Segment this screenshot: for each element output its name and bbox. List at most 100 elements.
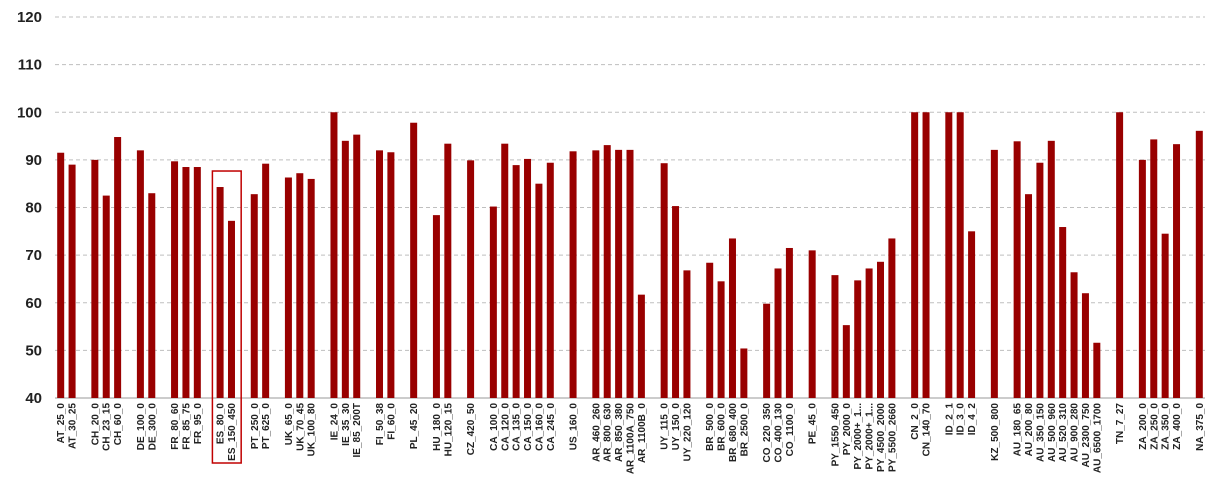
x-tick-label: TN_7_27 <box>1115 403 1126 445</box>
x-tick-label: CO_1100_0 <box>785 403 796 457</box>
bar <box>831 275 839 398</box>
bar <box>102 195 110 398</box>
bar <box>660 163 668 398</box>
x-tick-label: IE_24_0 <box>329 403 340 441</box>
x-tick-label: CA_100_0 <box>489 403 500 451</box>
y-tick-label: 90 <box>25 152 42 169</box>
x-tick-label: AT_25_0 <box>56 403 67 444</box>
bar <box>615 149 623 398</box>
bar <box>785 247 793 398</box>
bar <box>990 149 998 398</box>
x-tick-label: PT_625_0 <box>261 403 272 450</box>
bar <box>876 261 884 398</box>
x-axis-ticks: AT_25_0 AT_30_25 CH_20_0 CH_23_15 CH_60_0 DE_… <box>56 403 1206 475</box>
x-tick-label: ID_4_2 <box>967 403 978 436</box>
x-tick-label: BR_500_0 <box>705 403 716 451</box>
bar <box>182 167 190 398</box>
x-tick-label: UY_220_120 <box>682 403 693 462</box>
bar <box>968 231 976 398</box>
bar <box>1161 233 1169 398</box>
y-tick-label: 60 <box>25 295 42 312</box>
bar <box>114 137 122 398</box>
x-tick-label: ZA_350_0 <box>1161 403 1172 450</box>
bar <box>1059 227 1067 398</box>
bar <box>865 268 873 398</box>
bar <box>569 151 577 398</box>
bar <box>1116 112 1124 398</box>
bar <box>410 122 418 398</box>
x-tick-label: ES_150_450 <box>227 403 238 461</box>
y-tick-label: 110 <box>18 57 42 74</box>
x-tick-label: PY_4500_2000 <box>876 403 887 472</box>
bar <box>376 150 384 398</box>
x-tick-label: UK_65_0 <box>284 403 295 446</box>
y-tick-label: 40 <box>25 390 42 407</box>
x-tick-label: BR_600_0 <box>717 403 728 451</box>
bar <box>592 150 600 398</box>
x-tick-label: HU_120_15 <box>443 403 454 457</box>
bar <box>1081 293 1089 398</box>
bar <box>728 238 736 398</box>
x-tick-label: CZ_420_50 <box>466 403 477 456</box>
bar <box>1036 162 1044 398</box>
bar <box>148 193 156 398</box>
bar <box>136 150 144 398</box>
bar <box>467 160 475 398</box>
bar <box>524 158 532 398</box>
bar <box>171 161 179 398</box>
x-tick-label: UY_150_0 <box>671 403 682 451</box>
x-tick-label: PL_45_20 <box>409 403 420 450</box>
bar <box>307 178 315 398</box>
x-tick-label: BR_2500_0 <box>739 403 750 457</box>
bar <box>854 280 862 398</box>
x-tick-label: AR_850_380 <box>614 403 625 462</box>
x-tick-label: PY_5500_2660 <box>887 403 898 472</box>
x-tick-label: CA_160_0 <box>534 403 545 451</box>
x-tick-label: CH_20_0 <box>90 403 101 446</box>
bar <box>603 145 611 398</box>
x-tick-label: AT_30_25 <box>68 403 79 449</box>
bar <box>1195 130 1203 399</box>
y-tick-label: 70 <box>25 247 42 264</box>
bar <box>216 187 224 398</box>
bar <box>296 173 304 398</box>
x-tick-label: PY_2000_0 <box>842 403 853 456</box>
x-tick-label: ZA_250_0 <box>1149 403 1160 450</box>
x-tick-label: FI_60_0 <box>386 403 397 440</box>
x-tick-label: AR_1100A_750 <box>626 403 637 475</box>
bar <box>330 112 338 398</box>
x-tick-label: KZ_500_800 <box>990 403 1001 461</box>
x-tick-label: CA_150_0 <box>523 403 534 451</box>
x-tick-label: PE_45_0 <box>808 403 819 445</box>
bar <box>1138 159 1146 398</box>
bars <box>57 112 1203 399</box>
bar <box>546 162 554 398</box>
bar <box>57 152 65 398</box>
bar <box>637 294 645 398</box>
x-tick-label: UY_115_0 <box>660 403 671 450</box>
x-tick-label: PT_250_0 <box>250 403 261 450</box>
x-tick-label: CO_400_130 <box>774 403 785 463</box>
bar <box>1070 272 1078 398</box>
x-tick-label: FI_50_38 <box>375 403 386 446</box>
bar <box>387 152 395 398</box>
bar <box>262 163 270 398</box>
bar <box>945 112 953 398</box>
bar <box>91 159 99 398</box>
x-tick-label: CH_23_15 <box>102 403 113 451</box>
x-tick-label: CN_2_0 <box>910 403 921 440</box>
x-tick-label: FR_80_60 <box>170 403 181 450</box>
bar <box>808 250 816 398</box>
x-tick-label: HU_180_0 <box>432 403 443 451</box>
x-tick-label: DE_100_0 <box>136 403 147 451</box>
bar <box>911 112 919 398</box>
highlight-box <box>211 170 242 464</box>
x-tick-label: BR_680_400 <box>728 403 739 462</box>
y-tick-label: 50 <box>25 342 42 359</box>
x-tick-label: AU_500_960 <box>1047 403 1058 462</box>
bar <box>1025 194 1033 398</box>
x-tick-label: ID_3_0 <box>956 403 967 436</box>
bar <box>774 268 782 398</box>
